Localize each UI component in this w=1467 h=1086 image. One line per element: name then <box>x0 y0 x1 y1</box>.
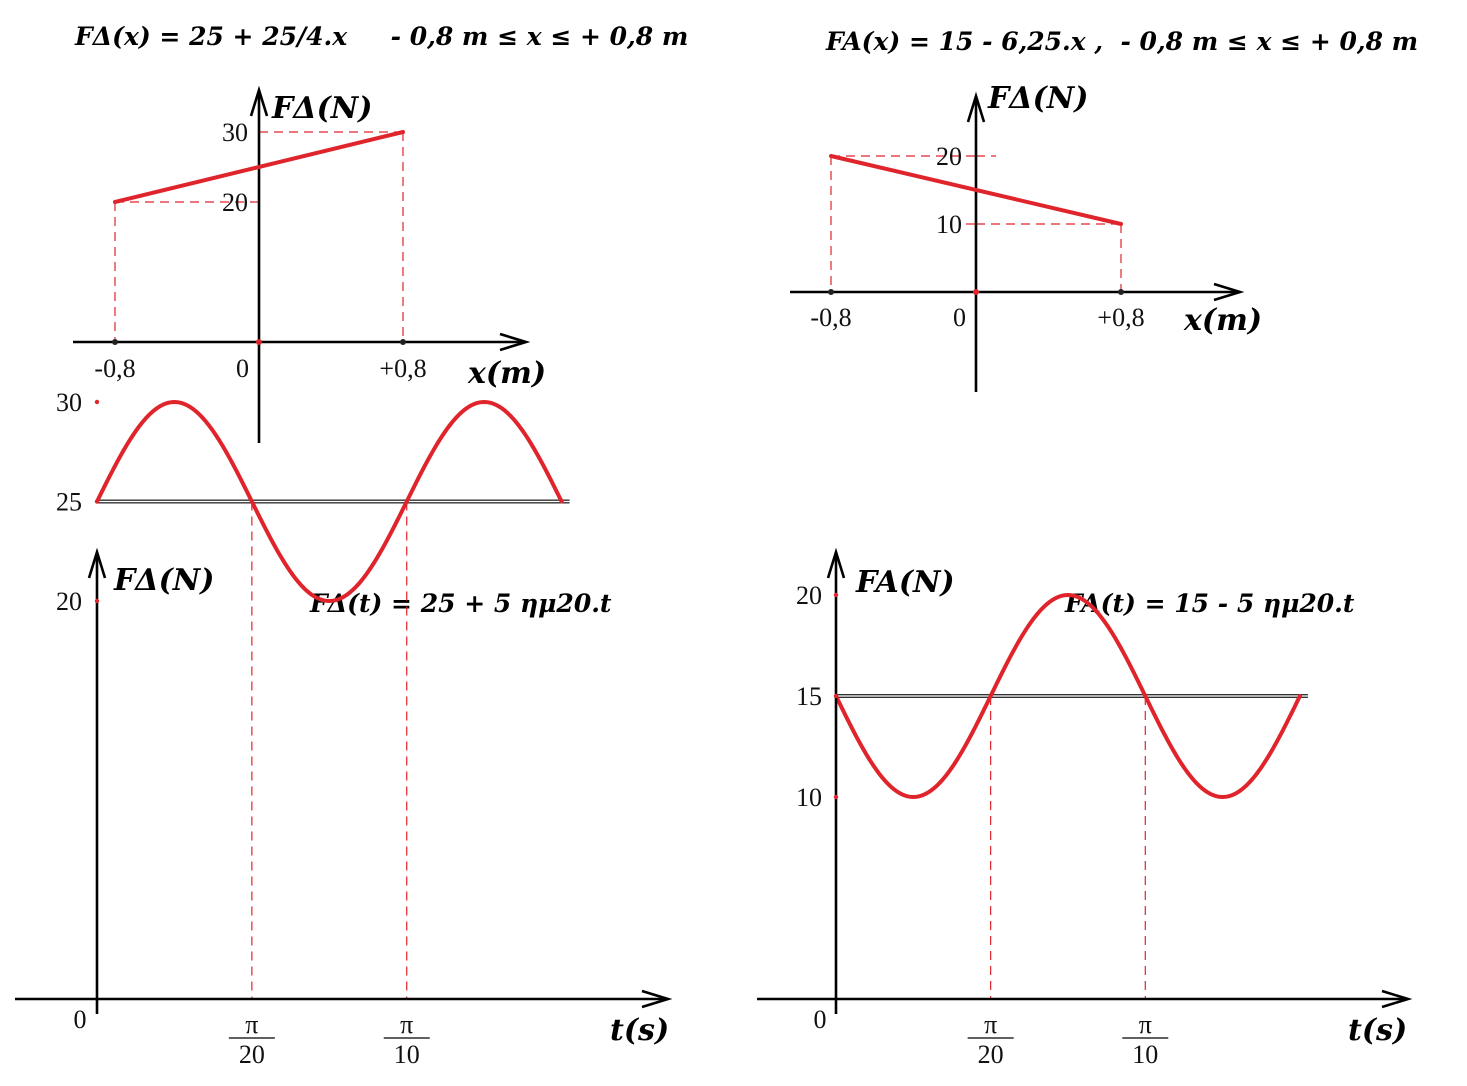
x-tick-numerator: π <box>400 1010 413 1039</box>
y-tick-label: 20 <box>222 188 248 217</box>
force-trace <box>834 593 1302 799</box>
x-axis-arrow <box>641 989 673 1009</box>
x-axis-arrow <box>1381 989 1413 1009</box>
y-axis-arrow <box>826 547 846 579</box>
x-axis-arrow <box>499 332 531 352</box>
x-tick-denominator: 20 <box>239 1040 265 1069</box>
x-tick-denominator: 10 <box>394 1040 420 1069</box>
chart-formula: FA(x) = 15 - 6,25.x , - 0,8 m ≤ x ≤ + 0,… <box>825 27 1418 56</box>
y-tick-dot-1 <box>94 499 100 504</box>
chart-formula: FA(t) = 15 - 5 ημ20.t <box>1064 589 1355 618</box>
x-tick-denominator: 10 <box>1132 1040 1158 1069</box>
x-tick-label-origin: 0 <box>74 1005 87 1034</box>
x-tick-dot-1 <box>973 289 979 295</box>
y-tick-dot-2 <box>833 794 839 800</box>
x-axis-label: t(s) <box>610 1013 669 1048</box>
y-tick-label: 10 <box>936 210 962 239</box>
y-tick-label: 30 <box>56 388 82 417</box>
y-axis-arrow <box>87 547 107 579</box>
x-tick-label-origin: 0 <box>814 1005 827 1034</box>
y-tick-label: 30 <box>222 118 248 147</box>
y-tick-label: 15 <box>796 682 822 711</box>
x-tick-label: -0,8 <box>810 303 851 332</box>
x-tick-label: 0 <box>236 354 249 383</box>
chart-formula: FΔ(x) = 25 + 25/4.x - 0,8 m ≤ x ≤ + 0,8 … <box>74 22 688 51</box>
y-tick-label: 20 <box>936 142 962 171</box>
x-tick-dot-0 <box>112 339 118 345</box>
force-trace <box>113 130 405 204</box>
x-tick-denominator: 20 <box>978 1040 1004 1069</box>
y-tick-label: 25 <box>56 488 82 517</box>
y-tick-dot-1 <box>833 693 839 699</box>
x-axis-label: x(m) <box>1183 303 1262 338</box>
y-tick-dot-0 <box>94 399 100 405</box>
y-axis-arrow <box>966 91 986 123</box>
x-tick-dot-1 <box>256 339 262 345</box>
x-axis-label: x(m) <box>467 356 546 391</box>
y-tick-label: 10 <box>796 783 822 812</box>
force-trace <box>95 400 564 603</box>
chart-force-a-vs-x: FA(x) = 15 - 6,25.x , - 0,8 m ≤ x ≤ + 0,… <box>790 27 1418 392</box>
y-tick-label: 20 <box>56 587 82 616</box>
y-axis-label: FΔ(N) <box>987 81 1088 116</box>
chart-force-delta-vs-x: FΔ(x) = 25 + 25/4.x - 0,8 m ≤ x ≤ + 0,8 … <box>73 22 688 443</box>
y-axis-arrow <box>249 85 269 117</box>
x-tick-label: 0 <box>953 303 966 332</box>
x-tick-numerator: π <box>984 1010 997 1039</box>
x-axis-label: t(s) <box>1348 1013 1407 1048</box>
y-tick-label: 20 <box>796 581 822 610</box>
x-tick-label: -0,8 <box>94 354 135 383</box>
x-axis-arrow <box>1213 282 1245 302</box>
y-axis-label: FΔ(N) <box>113 563 214 598</box>
y-axis-label: FΔ(N) <box>271 91 372 126</box>
chart-formula: FΔ(t) = 25 + 5 ημ20.t <box>309 589 612 618</box>
y-tick-dot-0 <box>833 592 839 598</box>
x-tick-label: +0,8 <box>379 354 426 383</box>
x-tick-dot-2 <box>1118 289 1124 295</box>
x-tick-numerator: π <box>245 1010 258 1039</box>
x-tick-dot-2 <box>400 339 406 345</box>
force-trace <box>829 154 1123 226</box>
x-tick-numerator: π <box>1139 1010 1152 1039</box>
y-tick-dot-2 <box>94 598 100 604</box>
x-tick-dot-0 <box>828 289 834 295</box>
x-tick-label: +0,8 <box>1097 303 1144 332</box>
y-axis-label: FA(N) <box>855 565 955 600</box>
